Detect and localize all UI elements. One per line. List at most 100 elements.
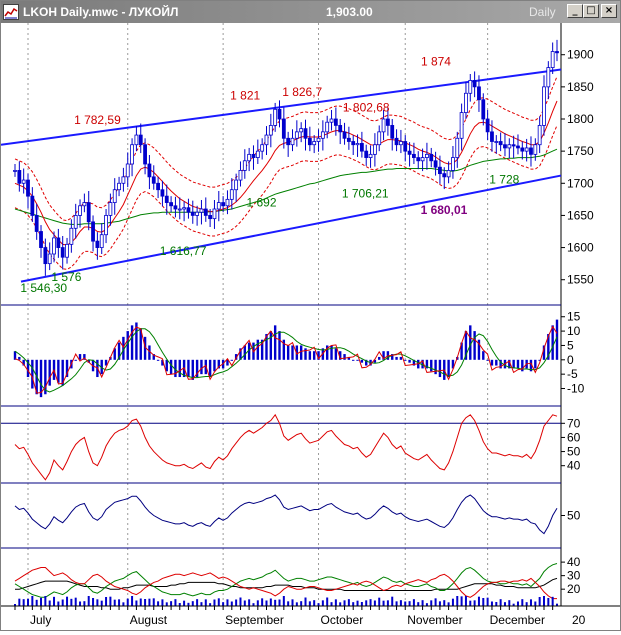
volume-bar xyxy=(538,597,541,606)
high-annotation: 1 802,68 xyxy=(343,100,390,114)
volume-bar xyxy=(430,600,433,606)
volume-bar xyxy=(343,600,346,606)
macd-histogram-bar xyxy=(139,328,142,360)
adx-axis-label: 20 xyxy=(567,582,581,596)
price-candle xyxy=(299,128,304,133)
volume-bar xyxy=(369,599,372,606)
volume-bar xyxy=(499,599,502,606)
macd-histogram-bar xyxy=(187,359,190,378)
maximize-button[interactable]: □ xyxy=(583,4,599,18)
price-candle xyxy=(91,221,95,242)
macd-histogram-bar xyxy=(78,354,82,360)
high-annotation: 1 782,59 xyxy=(74,113,121,127)
price-candle xyxy=(43,247,48,265)
macd-histogram-bar xyxy=(425,359,429,369)
volume-bar xyxy=(521,599,524,606)
price-candle xyxy=(355,143,360,146)
macd-histogram-bar xyxy=(74,359,77,361)
volume-bar xyxy=(291,599,294,606)
volume-bar xyxy=(191,601,194,606)
price-candle xyxy=(160,189,165,197)
price-candle xyxy=(368,153,373,158)
macd-histogram-bar xyxy=(191,359,194,380)
minimize-button[interactable]: _ xyxy=(567,4,583,18)
macd-histogram-bar xyxy=(499,359,502,369)
volume-bar xyxy=(438,601,441,606)
chart-area[interactable]: 1550 1600 1650 1700 1750 1800 1850 1900 1 782,59… xyxy=(0,23,620,630)
volume-bar xyxy=(226,599,229,606)
volume-bar xyxy=(313,600,316,606)
price-candle xyxy=(95,240,100,248)
macd-histogram-bar xyxy=(65,359,69,378)
month-label: September xyxy=(225,613,284,627)
macd-histogram-bar xyxy=(143,336,147,360)
volume-bar xyxy=(421,600,424,606)
price-candle xyxy=(329,118,334,123)
lower-channel-line xyxy=(20,174,562,283)
price-candle xyxy=(125,163,130,178)
macd-histogram-bar xyxy=(247,342,251,360)
price-candle xyxy=(472,80,477,88)
macd-histogram-bar xyxy=(460,342,463,360)
price-candle xyxy=(438,166,442,175)
price-candle xyxy=(346,137,351,142)
price-candle xyxy=(73,215,78,229)
price-candle xyxy=(138,134,143,146)
volume-bar xyxy=(100,600,103,606)
volume-bar xyxy=(239,597,242,606)
price-candle xyxy=(99,234,104,248)
volume-bar xyxy=(135,600,138,606)
macd-histogram-bar xyxy=(135,322,138,360)
macd-histogram-bar xyxy=(265,333,268,360)
price-candle xyxy=(325,121,330,133)
macd-histogram-bar xyxy=(234,354,238,360)
volume-bar xyxy=(417,602,420,606)
price-candle xyxy=(264,134,269,146)
price-candle xyxy=(442,173,447,178)
last-price: 1,903.00 xyxy=(326,5,373,19)
volume-bar xyxy=(83,601,86,606)
price-candle xyxy=(511,144,516,147)
low-annotation: 1 576 xyxy=(51,270,81,284)
macd-histogram-bar xyxy=(200,359,203,375)
price-candle xyxy=(416,157,421,162)
macd-histogram-bar xyxy=(174,359,177,378)
volume-bar xyxy=(460,596,463,606)
volume-bar xyxy=(334,599,337,606)
maximize-icon: □ xyxy=(586,5,596,16)
macd-histogram-bar xyxy=(195,359,199,378)
volume-bar xyxy=(425,603,428,606)
price-axis-label: 1900 xyxy=(567,48,594,62)
volume-bar xyxy=(248,599,251,606)
price-candle xyxy=(216,202,221,210)
price-candle xyxy=(403,141,408,152)
oscillator-line xyxy=(14,494,558,535)
price-candle xyxy=(273,108,278,126)
volume-bar xyxy=(265,600,268,606)
macd-histogram-bar xyxy=(495,359,498,366)
price-candle xyxy=(459,112,464,139)
macd-histogram-bar xyxy=(48,359,51,386)
volume-bar xyxy=(321,600,324,606)
volume-bar xyxy=(512,603,515,606)
price-axis-label: 1550 xyxy=(567,273,594,287)
close-button[interactable]: × xyxy=(601,4,617,18)
macd-histogram-bar xyxy=(421,359,424,369)
volume-bar xyxy=(391,596,394,606)
chart-icon xyxy=(4,7,18,19)
chart-app-icon[interactable] xyxy=(3,4,19,20)
adx-axis-label: 40 xyxy=(567,555,581,569)
price-candle xyxy=(394,137,399,146)
volume-bar xyxy=(113,599,116,606)
macd-histogram-bar xyxy=(438,359,442,378)
volume-bar xyxy=(404,601,407,606)
price-candle xyxy=(30,195,35,216)
title-bar[interactable]: LKOH Daily.mwc - ЛУКОЙЛ 1,903.00 Daily _… xyxy=(1,1,620,23)
volume-bar xyxy=(196,599,199,606)
macd-histogram-bar xyxy=(269,331,273,360)
macd-histogram-bar xyxy=(312,351,316,360)
volume-bar xyxy=(22,599,25,606)
minimize-icon: _ xyxy=(572,5,578,16)
volume-bar xyxy=(235,599,238,606)
